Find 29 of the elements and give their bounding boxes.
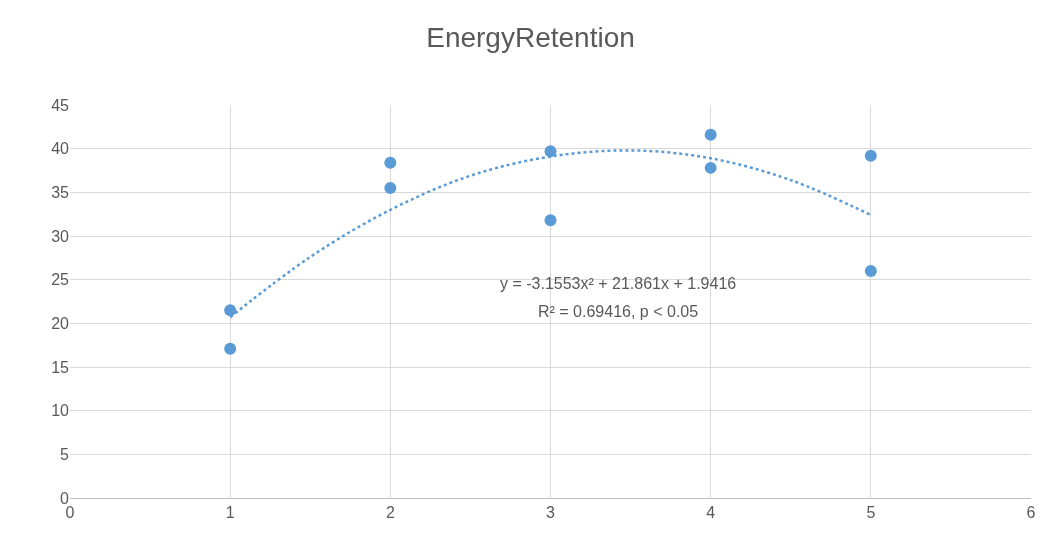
point bbox=[224, 304, 237, 317]
chart-title: EnergyRetention bbox=[426, 22, 635, 54]
annotation: y = -3.1553x² + 21.861x + 1.9416 bbox=[500, 275, 737, 292]
y-tick-label: 25 bbox=[51, 271, 70, 289]
point bbox=[704, 161, 717, 174]
point bbox=[384, 181, 397, 194]
y-tick-label: 45 bbox=[51, 96, 70, 114]
point bbox=[864, 264, 877, 277]
point bbox=[544, 214, 557, 227]
x-tick-label: 5 bbox=[866, 504, 876, 522]
y-tick-label: 0 bbox=[60, 489, 70, 507]
y-tick-label: 20 bbox=[51, 314, 70, 332]
x-tick-label: 2 bbox=[385, 504, 395, 522]
y-tick-label: 15 bbox=[51, 358, 70, 376]
y-tick-label: 30 bbox=[51, 227, 70, 245]
y-tick-label: 5 bbox=[60, 445, 70, 463]
point bbox=[704, 128, 717, 141]
y-tick-label: 35 bbox=[51, 183, 70, 201]
y-tick-label: 40 bbox=[51, 140, 70, 158]
x-tick-label: 4 bbox=[706, 504, 716, 522]
x-tick-label: 1 bbox=[225, 504, 235, 522]
point bbox=[224, 342, 237, 355]
annotation: R² = 0.69416, p < 0.05 bbox=[538, 303, 699, 320]
point bbox=[544, 145, 557, 158]
y-tick-label: 10 bbox=[51, 402, 70, 420]
point bbox=[864, 149, 877, 162]
x-tick-label: 3 bbox=[546, 504, 556, 522]
x-tick-label: 6 bbox=[1026, 504, 1036, 522]
point bbox=[384, 156, 397, 169]
